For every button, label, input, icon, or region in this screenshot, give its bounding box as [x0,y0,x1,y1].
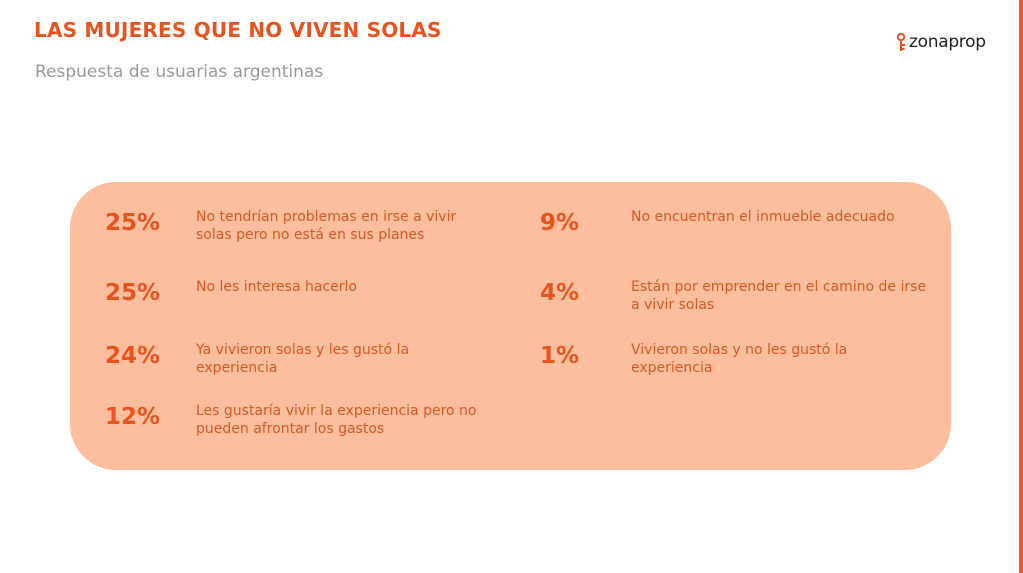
stat-description: No tendrían problemas en irse a vivir so… [196,209,457,243]
page-subtitle: Respuesta de usuarias argentinas [35,62,324,82]
stat-description: Vivieron solas y no les gustó la experie… [631,342,848,376]
stat-description: No encuentran el inmueble adecuado [631,209,895,225]
stat-item: 12% Les gustaría vivir la experiencia pe… [105,403,477,437]
stat-item: 25% No tendrían problemas en irse a vivi… [105,209,456,243]
stat-item: 1% Vivieron solas y no les gustó la expe… [540,342,847,376]
stat-percentage: 25% [105,280,161,306]
stat-description: Ya vivieron solas y les gustó la experie… [196,342,410,376]
key-icon [896,32,906,51]
stat-percentage: 24% [105,343,161,369]
stat-percentage: 1% [540,343,580,369]
stat-percentage: 4% [540,280,580,306]
stat-item: 9% No encuentran el inmueble adecuado [540,209,895,237]
zonaprop-logo: zonaprop [896,32,986,52]
logo-wordmark: zonaprop [909,32,986,52]
stat-item: 25% No les interesa hacerlo [105,279,357,307]
stat-description: Están por emprender en el camino de irse… [631,279,927,313]
stat-percentage: 12% [105,404,161,430]
page-title: LAS MUJERES QUE NO VIVEN SOLAS [34,18,442,42]
stat-item: 4% Están por emprender en el camino de i… [540,279,926,313]
stat-item: 24% Ya vivieron solas y les gustó la exp… [105,342,409,376]
stat-percentage: 25% [105,210,161,236]
right-edge-rule [1019,0,1023,573]
stats-panel: 25% No tendrían problemas en irse a vivi… [70,182,951,470]
stat-percentage: 9% [540,210,580,236]
stat-description: Les gustaría vivir la experiencia pero n… [196,403,477,437]
stat-description: No les interesa hacerlo [196,279,357,295]
